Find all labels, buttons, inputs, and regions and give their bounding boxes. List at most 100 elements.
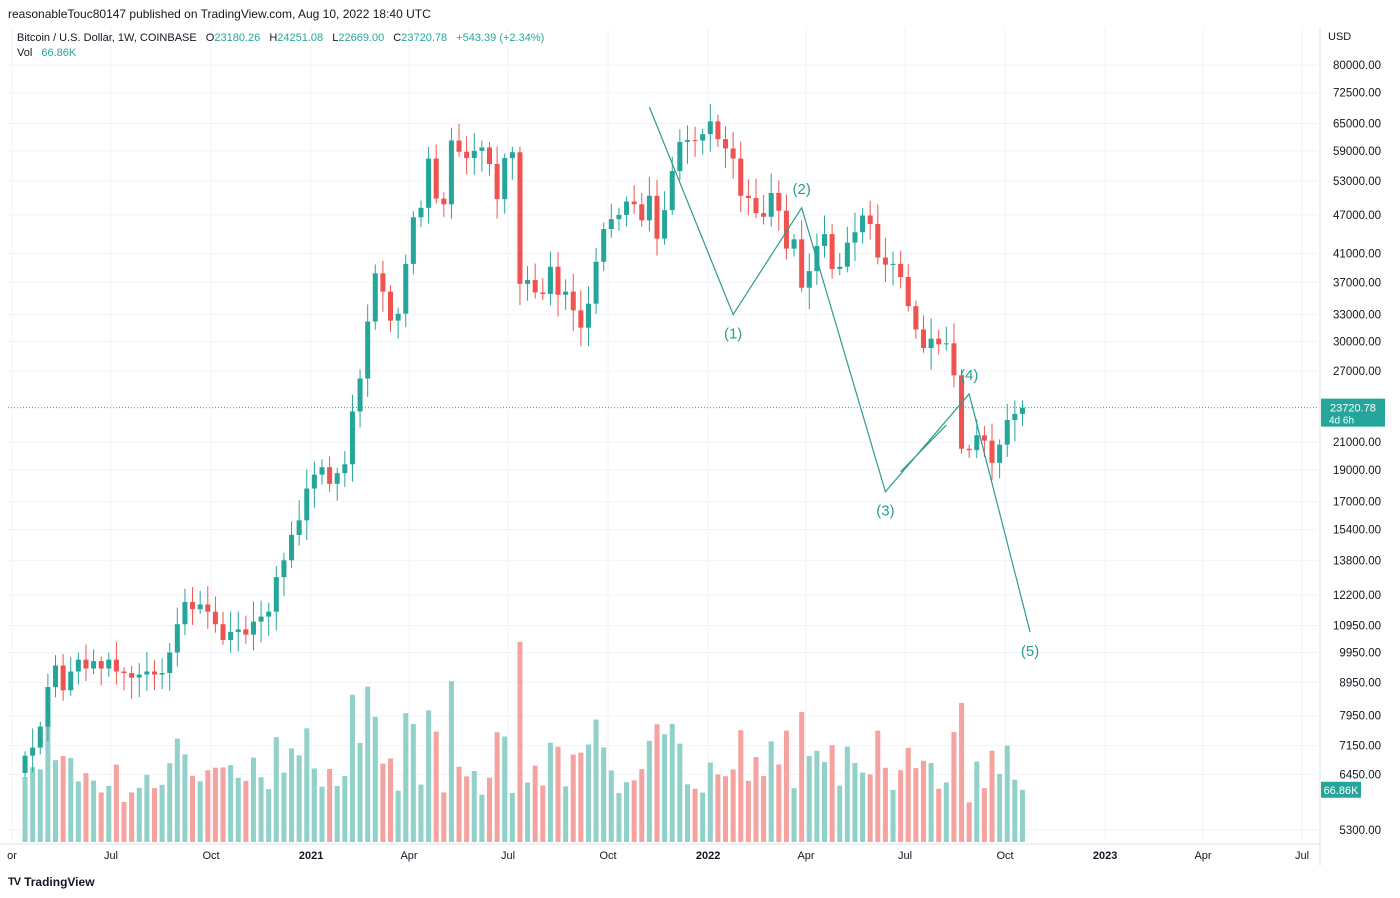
volume-bar: [1012, 779, 1018, 842]
volume-bar: [190, 775, 196, 842]
x-tick-label: Apr: [400, 850, 417, 862]
y-tick-label: 30000.00: [1333, 336, 1381, 348]
volume-bar: [951, 732, 957, 842]
candle-body: [776, 192, 782, 211]
tradingview-branding[interactable]: TV TradingView: [8, 875, 95, 889]
candle-body: [334, 473, 340, 484]
volume-bar: [578, 752, 584, 842]
candle-body: [913, 306, 919, 330]
volume-bar: [144, 774, 150, 842]
volume-bar: [700, 792, 706, 842]
tradingview-brand-name: TradingView: [24, 875, 95, 889]
candle-body: [578, 310, 584, 328]
open-value: 23180.26: [214, 32, 261, 44]
candle-body: [639, 204, 645, 221]
candle-body: [273, 577, 279, 612]
candle-body: [646, 195, 652, 221]
volume-tag: [1321, 781, 1361, 798]
close-value: 23720.78: [401, 32, 448, 44]
candle-body: [715, 121, 721, 140]
volume-bar: [113, 764, 119, 842]
published-line: reasonableTouc80147 published on Trading…: [8, 7, 431, 21]
volume-bar: [479, 794, 485, 842]
volume-bar: [68, 757, 74, 842]
volume-value: 66.86K: [41, 47, 77, 59]
y-tick-label: 72500.00: [1333, 88, 1381, 100]
x-tick-label: 2021: [299, 850, 323, 862]
volume-bar: [959, 702, 965, 842]
candle-body: [723, 139, 729, 149]
candle-body: [441, 198, 447, 205]
candle-body: [91, 661, 97, 669]
volume-bar: [349, 694, 355, 842]
volume-bar: [608, 770, 614, 842]
wave-label: (5): [1021, 643, 1039, 660]
volume-bar: [182, 754, 188, 842]
volume-bar: [997, 773, 1003, 842]
candle-body: [121, 671, 127, 674]
x-tick-label: Jul: [501, 850, 515, 862]
x-tick-label: Oct: [996, 850, 1013, 862]
volume-bar: [860, 772, 866, 842]
volume-bar: [540, 785, 546, 842]
candle-body: [144, 671, 150, 675]
volume-bar: [174, 738, 180, 842]
candle-body: [136, 674, 142, 678]
volume-bar: [30, 767, 36, 842]
y-tick-label: 7150.00: [1339, 741, 1381, 753]
volume-bar: [456, 766, 462, 842]
volume-bar: [745, 780, 751, 842]
tradingview-logo-icon: TV: [8, 876, 21, 888]
volume-bar: [464, 776, 470, 842]
candle-body: [106, 659, 112, 669]
volume-bar: [91, 780, 97, 842]
volume-bar: [60, 756, 66, 842]
candle-body: [212, 611, 218, 625]
y-tick-label: 9950.00: [1339, 647, 1381, 659]
candle-body: [464, 151, 470, 159]
candle-body: [410, 217, 416, 264]
volume-row: Vol 66.86K: [17, 46, 544, 61]
last-price-tag: [1321, 398, 1385, 427]
candle-body: [448, 140, 454, 205]
symbol-label: Bitcoin / U.S. Dollar, 1W, COINBASE: [17, 32, 197, 44]
candle-body: [494, 164, 500, 200]
volume-bar: [966, 802, 972, 842]
candle-body: [311, 474, 317, 489]
candle-body: [388, 291, 394, 321]
y-tick-label: 27000.00: [1333, 366, 1381, 378]
volume-bar: [205, 770, 211, 842]
candle-body: [959, 375, 965, 449]
y-tick-label: 47000.00: [1333, 210, 1381, 222]
bar-countdown: 4d 6h: [1329, 416, 1354, 427]
candle-body: [768, 192, 774, 217]
volume-bar: [730, 769, 736, 842]
candle-body: [692, 140, 698, 142]
candle-body: [624, 201, 630, 215]
volume-bar: [867, 774, 873, 842]
candle-body: [867, 215, 873, 225]
y-tick-label: 33000.00: [1333, 310, 1381, 322]
candle-body: [45, 687, 51, 727]
x-tick-label: 2023: [1093, 850, 1117, 862]
volume-bar: [563, 786, 569, 842]
volume-bar: [494, 732, 500, 842]
volume-bar: [433, 731, 439, 842]
y-tick-label: 59000.00: [1333, 146, 1381, 158]
y-tick-label: 37000.00: [1333, 277, 1381, 289]
volume-bar: [852, 762, 858, 842]
change-value: +543.39 (+2.34%): [456, 32, 545, 44]
volume-bar: [304, 728, 310, 842]
volume-bar: [631, 780, 637, 842]
candle-body: [821, 234, 828, 246]
candle-body: [228, 631, 234, 641]
candle-body: [22, 755, 28, 774]
y-tick-label: 21000.00: [1333, 437, 1381, 449]
candle-body: [98, 661, 104, 669]
elliott-wave-drawing[interactable]: (1) (2) (3) (4) (5): [648, 106, 1039, 660]
candle-body: [235, 629, 241, 632]
y-tick-label: 12200.00: [1333, 590, 1381, 602]
candle-body: [342, 464, 348, 474]
y-tick-label: 41000.00: [1333, 248, 1381, 260]
